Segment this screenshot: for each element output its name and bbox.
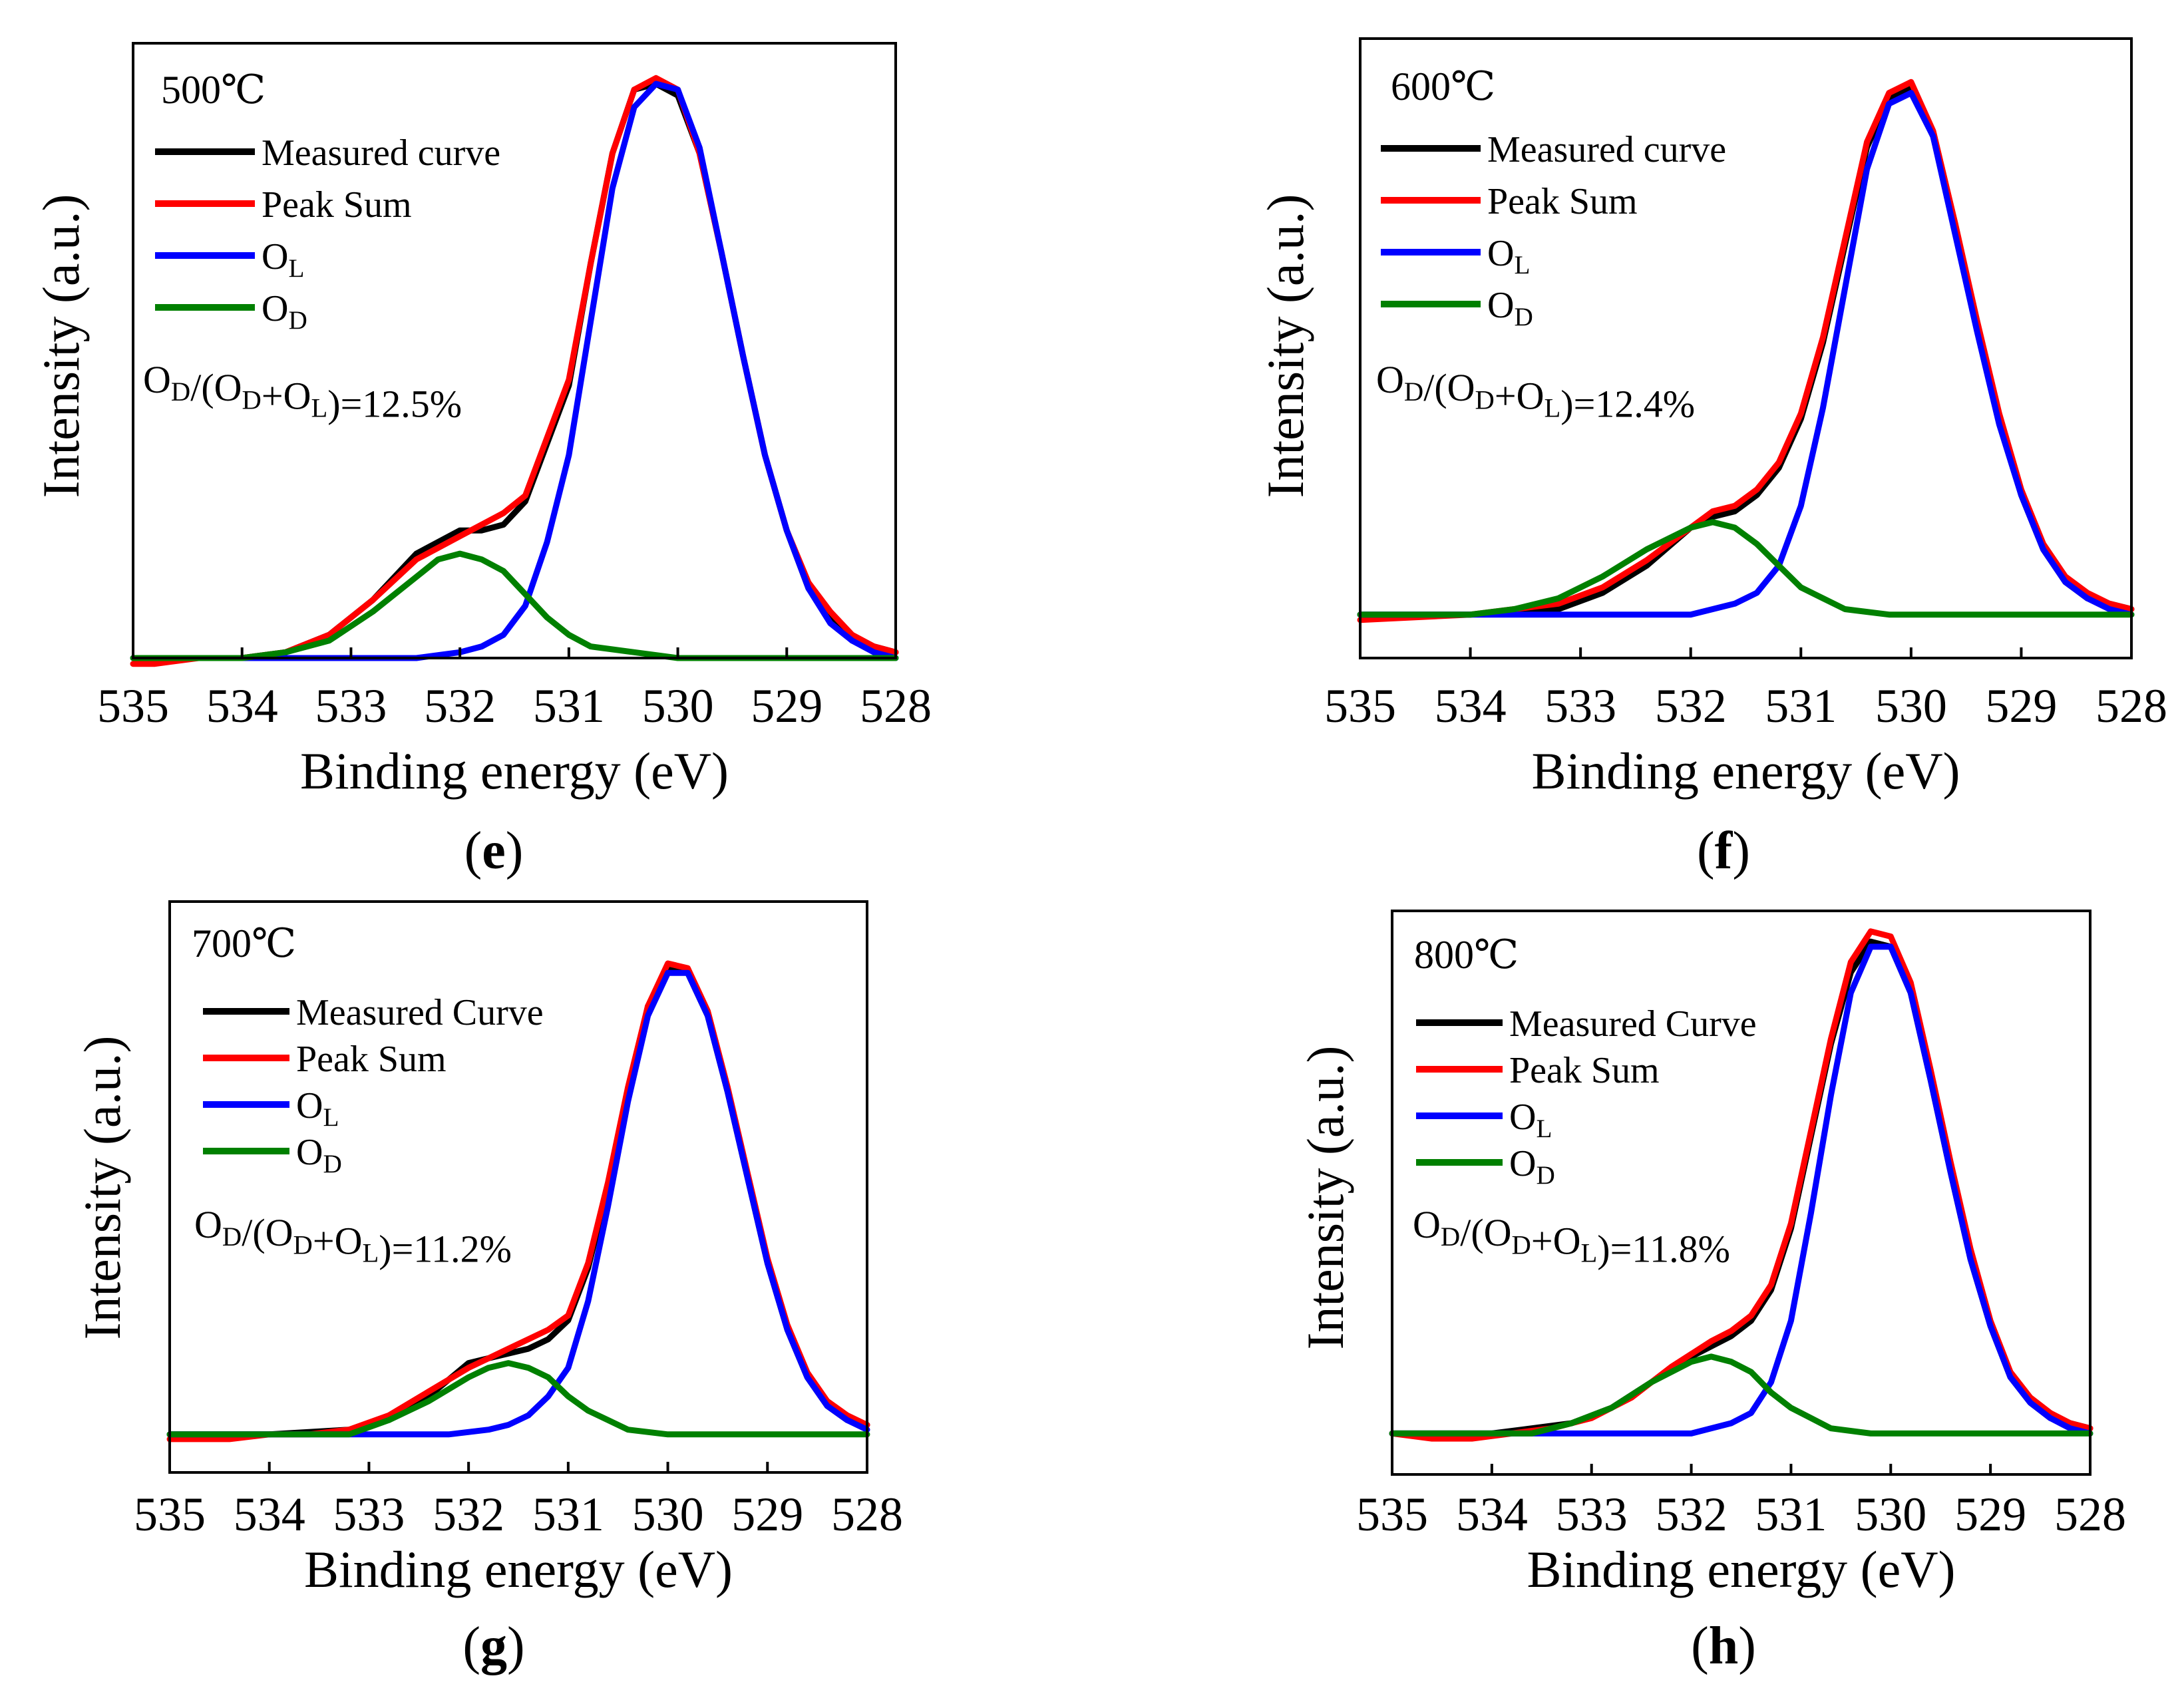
x-tick-label: 531 [533,679,605,733]
x-tick-label: 533 [1545,679,1616,733]
defect-ratio-annotation: OD/(OD+OL)=11.8% [1413,1203,1730,1271]
legend-label: OL [1487,233,1530,279]
legend: Measured curve Peak Sum OL OD [155,132,500,335]
x-tick-label: 530 [1875,679,1947,733]
y-axis-title: Intensity (a.u.) [1296,1045,1354,1349]
x-tick-label: 528 [860,679,932,733]
panel-caption: (f) [1697,822,1750,880]
temperature-label: 600℃ [1391,65,1495,108]
x-tick-label: 533 [1556,1488,1628,1541]
legend: Measured curve Peak Sum OL OD [1381,129,1726,331]
defect-ratio-annotation: OD/(OD+OL)=11.2% [194,1203,512,1271]
x-tick-label: 531 [532,1488,604,1541]
panel-caption: (g) [462,1617,524,1675]
x-axis-title: Binding energy (eV) [300,742,729,800]
x-tick-label: 534 [206,679,278,733]
series-line-ol [130,81,899,661]
x-tick-label: 530 [632,1488,704,1541]
legend-label: Peak Sum [296,1039,447,1080]
y-axis-title: Intensity (a.u.) [73,1035,131,1339]
series-line-peak-sum [130,75,899,667]
series-line-ol [166,969,870,1438]
x-tick-label: 529 [1954,1488,2026,1541]
x-tick-label: 532 [424,679,496,733]
temperature-label: 500℃ [161,68,266,112]
x-axis-title: Binding energy (eV) [304,1540,733,1598]
x-tick-label: 530 [642,679,714,733]
chart-panel-e: 535 534 533 532 531 530 529 528 Binding energy (… [32,42,932,880]
legend-label: OD [262,288,307,335]
x-tick-label: 531 [1755,1488,1827,1541]
legend-label: Peak Sum [1487,181,1638,222]
x-tick-label: 535 [97,679,169,733]
series-line-od [1357,519,2135,618]
x-tick-label: 534 [234,1488,305,1541]
legend-label: Measured Curve [1509,1003,1757,1045]
series-line-ol [1357,90,2135,618]
temperature-label: 700℃ [192,922,296,965]
x-tick-label: 535 [134,1488,206,1541]
x-tick-label: 528 [2095,679,2167,733]
panel-caption: (e) [464,822,524,880]
x-tick-label: 533 [333,1488,405,1541]
plot-frame [1359,37,2133,659]
x-tick-label: 534 [1456,1488,1528,1541]
x-tick-label: 535 [1356,1488,1428,1541]
legend-label: OL [1509,1097,1552,1143]
series-line-ol [1389,943,2093,1437]
legend-label: Measured Curve [296,992,544,1033]
panel-caption: (h) [1691,1617,1756,1675]
x-tick-label: 532 [433,1488,504,1541]
x-tick-label: 532 [1655,679,1727,733]
defect-ratio-annotation: OD/(OD+OL)=12.4% [1376,358,1695,426]
plot-frame [168,900,868,1474]
x-tick-label: 529 [751,679,822,733]
x-tick-label: 530 [1855,1488,1926,1541]
legend-label: Measured curve [1487,129,1726,170]
temperature-label: 800℃ [1414,933,1519,977]
plot-frame [132,42,897,659]
x-tick-label: 531 [1765,679,1837,733]
x-tick-label: 528 [831,1488,903,1541]
legend-label: Peak Sum [262,184,412,226]
chart-panel-g: 535 534 533 532 531 530 529 528 Binding energy (… [73,900,903,1675]
series-line-od [1389,1353,2093,1437]
x-tick-label: 532 [1656,1488,1728,1541]
legend-label: Peak Sum [1509,1050,1660,1091]
series-line-od [130,550,899,661]
defect-ratio-annotation: OD/(OD+OL)=12.5% [143,358,462,426]
plot-frame [1391,910,2092,1476]
legend-label: Measured curve [262,132,500,174]
legend-label: OD [1509,1143,1555,1190]
legend-label: OL [296,1085,339,1132]
y-axis-title: Intensity (a.u.) [32,194,90,498]
chart-panel-f: 535 534 533 532 531 530 529 528 Binding energy (… [1256,37,2167,880]
x-tick-label: 529 [731,1488,803,1541]
chart-panel-h: 535 534 533 532 531 530 529 528 Binding energy (… [1296,910,2126,1675]
x-tick-label: 529 [1985,679,2057,733]
x-axis-title: Binding energy (eV) [1531,742,1960,800]
y-axis-title: Intensity (a.u.) [1256,194,1314,498]
series-line-od [166,1360,870,1438]
legend-label: OL [262,236,304,283]
x-tick-label: 528 [2054,1488,2126,1541]
x-tick-label: 533 [315,679,387,733]
legend-label: OD [1487,285,1533,331]
x-tick-label: 535 [1324,679,1396,733]
x-tick-label: 534 [1435,679,1507,733]
legend-label: OD [296,1132,342,1178]
x-axis-title: Binding energy (eV) [1527,1540,1955,1598]
